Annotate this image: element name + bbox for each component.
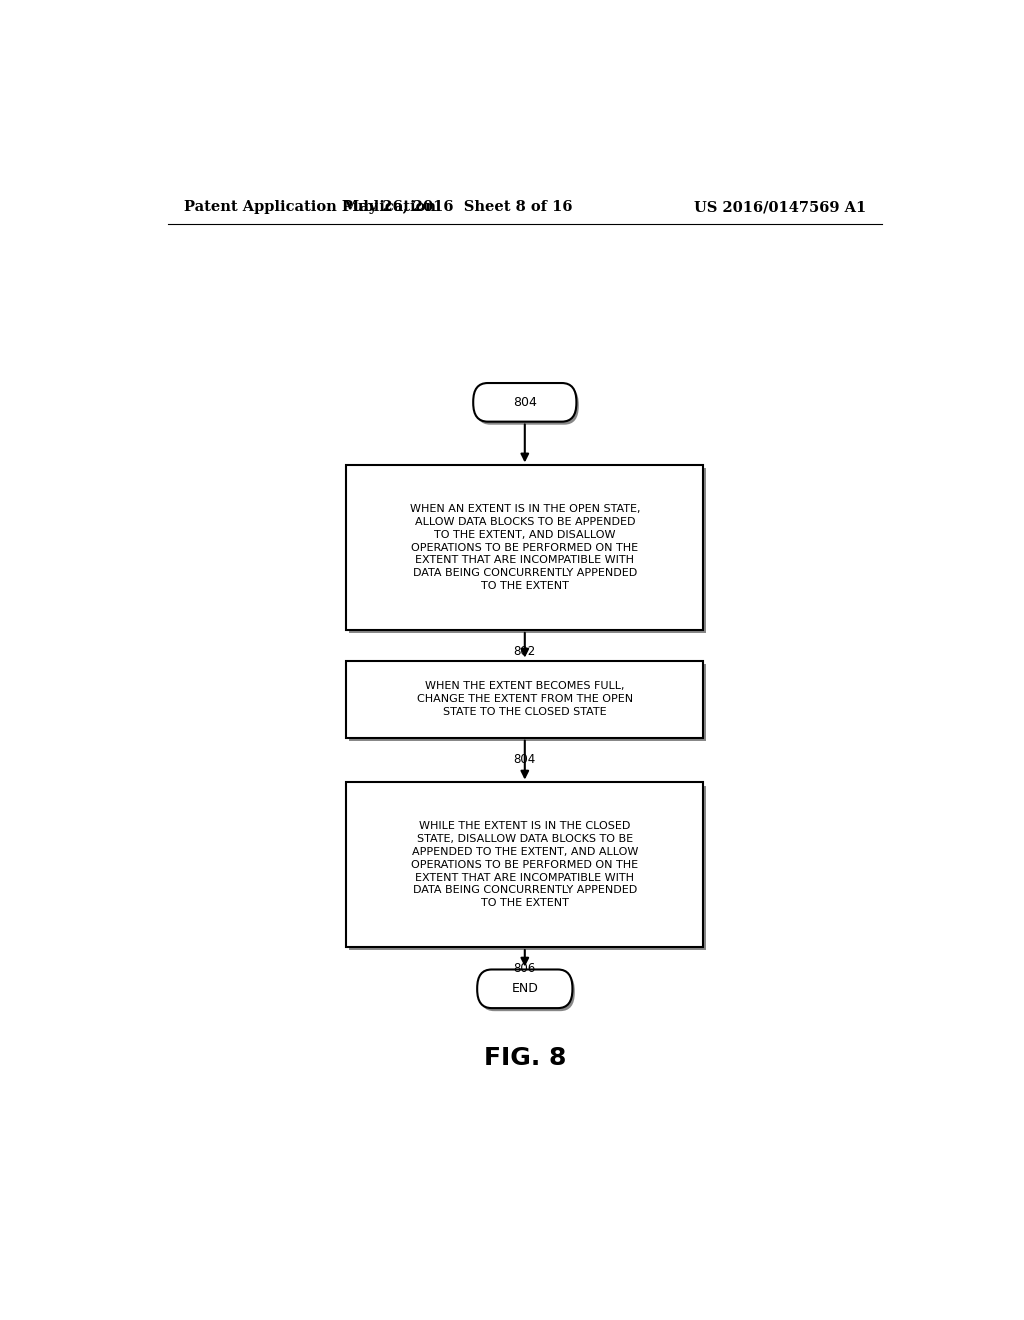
Text: END: END — [511, 982, 539, 995]
FancyBboxPatch shape — [348, 664, 706, 741]
FancyBboxPatch shape — [473, 383, 577, 421]
Text: May 26, 2016  Sheet 8 of 16: May 26, 2016 Sheet 8 of 16 — [343, 201, 572, 214]
Text: WHEN AN EXTENT IS IN THE OPEN STATE,
ALLOW DATA BLOCKS TO BE APPENDED
TO THE EXT: WHEN AN EXTENT IS IN THE OPEN STATE, ALL… — [410, 504, 640, 591]
Text: WHILE THE EXTENT IS IN THE CLOSED
STATE, DISALLOW DATA BLOCKS TO BE
APPENDED TO : WHILE THE EXTENT IS IN THE CLOSED STATE,… — [412, 821, 638, 908]
FancyBboxPatch shape — [346, 783, 703, 948]
FancyBboxPatch shape — [475, 385, 579, 425]
Text: 804: 804 — [513, 396, 537, 409]
Text: WHEN THE EXTENT BECOMES FULL,
CHANGE THE EXTENT FROM THE OPEN
STATE TO THE CLOSE: WHEN THE EXTENT BECOMES FULL, CHANGE THE… — [417, 681, 633, 717]
FancyBboxPatch shape — [477, 969, 572, 1008]
Text: 804: 804 — [514, 752, 536, 766]
Text: Patent Application Publication: Patent Application Publication — [183, 201, 435, 214]
FancyBboxPatch shape — [348, 785, 706, 950]
Text: US 2016/0147569 A1: US 2016/0147569 A1 — [694, 201, 866, 214]
FancyBboxPatch shape — [346, 466, 703, 630]
Text: FIG. 8: FIG. 8 — [483, 1045, 566, 1071]
Text: 806: 806 — [514, 962, 536, 975]
Text: 802: 802 — [514, 645, 536, 659]
FancyBboxPatch shape — [479, 973, 574, 1011]
FancyBboxPatch shape — [346, 660, 703, 738]
FancyBboxPatch shape — [348, 469, 706, 634]
